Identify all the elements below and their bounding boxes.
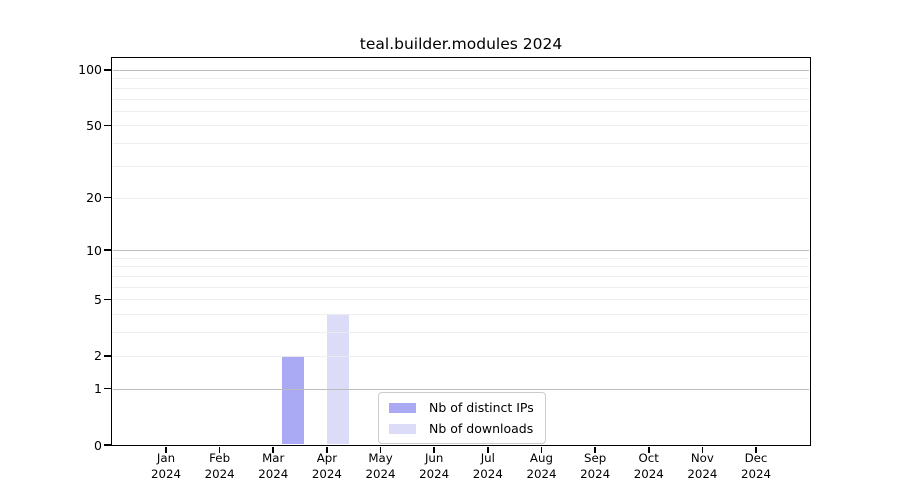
legend-label: Nb of downloads — [429, 421, 534, 436]
y-tick-label: 50 — [86, 117, 102, 133]
y-tick-label: 10 — [86, 242, 102, 258]
bar — [326, 314, 350, 445]
gridline-minor — [113, 78, 809, 80]
x-tick — [540, 446, 543, 453]
x-tick — [594, 446, 596, 453]
gridline-minor — [113, 143, 809, 145]
x-tick-year: 2024 — [526, 466, 557, 481]
x-tick-label: Dec 2024 — [728, 451, 784, 482]
gridline-minor — [113, 266, 809, 268]
y-tick-label: 20 — [86, 190, 102, 206]
x-tick — [165, 446, 167, 453]
x-tick-year: 2024 — [419, 466, 450, 481]
x-tick-year: 2024 — [580, 466, 611, 481]
y-tick-label: 100 — [78, 62, 102, 78]
x-tick-year: 2024 — [311, 466, 342, 481]
x-tick-label: Jan 2024 — [138, 451, 194, 482]
x-tick-month: Feb — [209, 451, 231, 465]
x-tick — [647, 446, 650, 453]
gridline-minor — [113, 355, 809, 357]
legend-label: Nb of distinct IPs — [429, 400, 534, 415]
gridline-minor — [113, 98, 809, 100]
chart-title: teal.builder.modules 2024 — [359, 35, 563, 53]
legend-row: Nb of distinct IPs — [389, 400, 534, 415]
legend-swatch — [389, 423, 416, 434]
plot-area — [111, 57, 811, 446]
legend-swatch — [389, 402, 416, 413]
y-tick — [104, 354, 111, 357]
y-tick — [104, 249, 111, 251]
x-tick-year: 2024 — [472, 466, 503, 481]
x-tick-month: Oct — [638, 451, 659, 465]
x-tick-label: Feb 2024 — [192, 451, 248, 482]
bar — [282, 355, 305, 445]
x-tick — [755, 446, 757, 453]
y-tick — [104, 387, 111, 390]
x-tick-month: Mar — [262, 451, 285, 465]
gridline-minor — [113, 87, 809, 89]
x-tick-label: May 2024 — [353, 451, 409, 482]
gridline-minor — [113, 110, 809, 112]
gridline-minor — [113, 165, 809, 167]
gridline-major — [113, 388, 809, 390]
x-tick-month: Jan — [156, 451, 176, 465]
legend: Nb of distinct IPs Nb of downloads — [378, 392, 546, 444]
x-tick-year: 2024 — [633, 466, 664, 481]
x-tick — [218, 446, 221, 453]
x-tick-year: 2024 — [365, 466, 396, 481]
gridline-minor — [113, 314, 809, 316]
y-tick-label: 5 — [94, 291, 102, 307]
x-tick — [487, 446, 489, 453]
gridline-minor — [113, 125, 809, 127]
x-tick-label: Jul 2024 — [460, 451, 516, 482]
gridline-minor — [113, 197, 809, 199]
x-tick — [433, 446, 435, 453]
x-tick — [379, 446, 382, 453]
y-tick-label: 2 — [94, 348, 102, 364]
x-tick-month: Dec — [744, 451, 768, 465]
x-tick-month: Apr — [316, 451, 338, 465]
x-tick-year: 2024 — [150, 466, 182, 481]
gridline-minor — [113, 299, 809, 301]
y-tick — [104, 69, 111, 71]
y-tick — [104, 298, 111, 301]
x-tick-label: Sep 2024 — [567, 451, 623, 482]
gridline-minor — [113, 257, 809, 259]
y-tick-label: 0 — [94, 437, 102, 453]
x-tick-year: 2024 — [740, 466, 772, 481]
gridline-minor — [113, 276, 809, 277]
y-tick — [104, 196, 111, 199]
x-tick-month: Nov — [690, 451, 714, 465]
gridline-major — [113, 250, 809, 252]
x-tick — [326, 446, 328, 453]
gridline-minor — [113, 286, 809, 288]
y-tick-label: 1 — [94, 381, 102, 397]
x-tick-label: Nov 2024 — [674, 451, 730, 482]
x-tick — [272, 446, 275, 453]
y-tick — [104, 124, 111, 127]
x-tick-label: Mar 2024 — [245, 451, 301, 482]
legend-row: Nb of downloads — [389, 421, 534, 436]
x-tick-month: May — [368, 451, 393, 465]
x-tick-year: 2024 — [687, 466, 718, 481]
x-tick-month: Jul — [480, 451, 495, 465]
x-tick — [701, 446, 704, 453]
x-tick-label: Aug 2024 — [513, 451, 569, 482]
x-tick-month: Aug — [529, 451, 553, 465]
gridline-minor — [113, 332, 809, 334]
x-tick-year: 2024 — [258, 466, 289, 481]
x-tick-label: Oct 2024 — [621, 451, 677, 482]
x-tick-month: Sep — [583, 451, 607, 465]
x-tick-year: 2024 — [204, 466, 235, 481]
x-tick-month: Jun — [424, 451, 444, 465]
x-tick-label: Jun 2024 — [406, 451, 462, 482]
x-tick-label: Apr 2024 — [299, 451, 355, 482]
gridline-major — [113, 69, 809, 71]
y-tick — [104, 444, 111, 446]
